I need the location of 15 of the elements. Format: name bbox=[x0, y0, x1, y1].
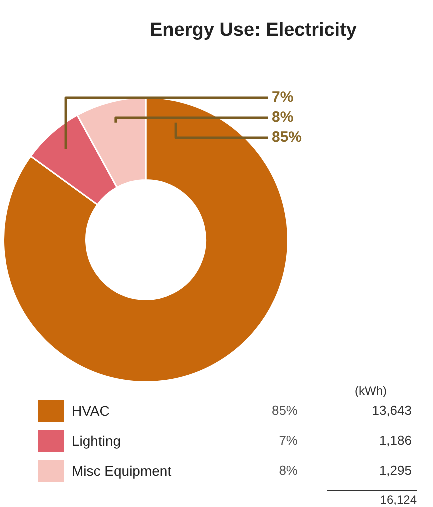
legend-label: Misc Equipment bbox=[72, 463, 172, 479]
data-label: 7% bbox=[272, 89, 294, 106]
legend-label: Lighting bbox=[72, 433, 122, 449]
data-label: 8% bbox=[272, 109, 294, 126]
text: 85% bbox=[272, 403, 298, 418]
text: 16,124 bbox=[327, 490, 417, 507]
legend-label: HVAC bbox=[72, 403, 110, 419]
text: 1,186 bbox=[379, 433, 412, 448]
text: 1,295 bbox=[379, 463, 412, 478]
text: 7% bbox=[279, 433, 298, 448]
text: 8% bbox=[279, 463, 298, 478]
data-label: 85% bbox=[272, 129, 302, 146]
text: (kWh) bbox=[355, 384, 387, 398]
chart-title: Energy Use: Electricity bbox=[150, 20, 358, 42]
text: 13,643 bbox=[372, 403, 412, 418]
